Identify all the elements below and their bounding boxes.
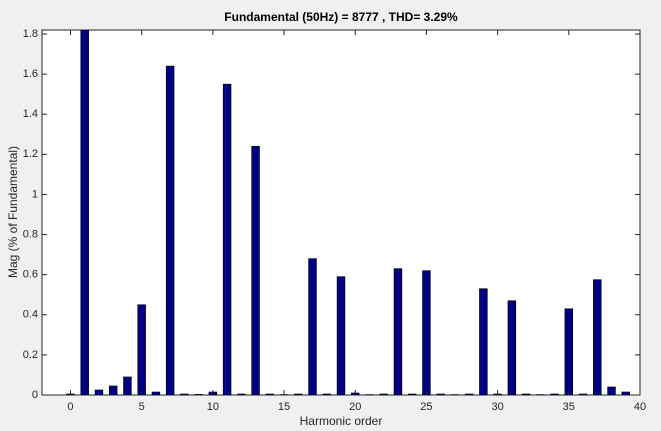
y-tick-label: 0.2	[23, 349, 38, 361]
y-tick-label: 1.6	[23, 68, 38, 80]
bar	[308, 258, 317, 395]
y-tick-label: 0.6	[23, 269, 38, 281]
bar	[180, 393, 189, 395]
x-tick-label: 35	[563, 401, 575, 413]
bar	[593, 279, 602, 395]
bar	[479, 288, 488, 395]
bar	[194, 394, 203, 395]
bar	[137, 304, 146, 395]
bar	[507, 300, 517, 395]
y-tick-label: 1	[32, 188, 38, 200]
y-tick-label: 0	[32, 389, 38, 401]
y-axis-label: Mag (% of Fundamental)	[6, 146, 20, 278]
bar	[322, 393, 331, 395]
x-tick-label: 15	[278, 401, 290, 413]
x-tick-label: 30	[491, 401, 503, 413]
bar	[294, 393, 303, 395]
bar	[464, 393, 474, 395]
y-tick-label: 1.2	[23, 148, 38, 160]
bar	[80, 30, 89, 395]
bar	[222, 83, 232, 395]
bar	[108, 385, 118, 395]
bars	[66, 30, 630, 395]
bar	[521, 393, 531, 395]
x-tick-label: 0	[67, 401, 73, 413]
x-axis-label: Harmonic order	[300, 414, 383, 428]
bar	[578, 393, 588, 395]
bar	[251, 146, 260, 395]
x-tick-label: 20	[349, 401, 361, 413]
bar	[607, 386, 616, 395]
bar	[237, 393, 246, 395]
x-tick-label: 40	[634, 401, 646, 413]
bar	[621, 391, 630, 395]
chart-title: Fundamental (50Hz) = 8777 , THD= 3.29%	[224, 10, 458, 24]
bar	[151, 391, 161, 395]
bar	[550, 393, 559, 395]
bar	[165, 65, 175, 395]
x-tick-label: 10	[207, 401, 219, 413]
bar	[265, 393, 275, 395]
y-tick-label: 0.4	[23, 309, 38, 321]
y-tick-label: 1.4	[23, 108, 38, 120]
bar	[336, 276, 346, 395]
bar	[422, 270, 431, 395]
bar	[564, 308, 574, 395]
bar	[407, 393, 417, 395]
bar	[379, 393, 388, 395]
bar	[436, 393, 445, 395]
bar	[94, 389, 104, 395]
bar	[393, 268, 403, 395]
y-tick-label: 1.8	[23, 28, 38, 40]
y-tick-label: 0.8	[23, 228, 38, 240]
x-tick-label: 25	[420, 401, 432, 413]
x-tick-label: 5	[139, 401, 145, 413]
bar	[123, 376, 132, 395]
